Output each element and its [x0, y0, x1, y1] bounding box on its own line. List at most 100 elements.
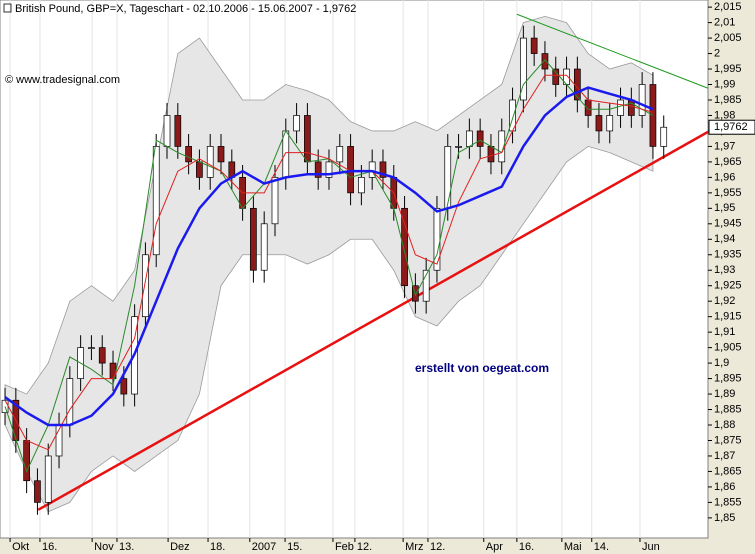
- plot-layer: [1, 0, 709, 538]
- x-tick-label: 15.: [287, 541, 302, 553]
- candle-body: [271, 177, 279, 225]
- x-tick-label: 18.: [210, 541, 225, 553]
- candle-body: [401, 207, 408, 287]
- candle-body: [358, 177, 365, 194]
- candle-body: [293, 115, 300, 132]
- y-tick-label: 1,935: [714, 249, 742, 261]
- candle-body: [336, 146, 344, 163]
- y-tick-label: 1,92: [714, 295, 735, 307]
- candle-body: [142, 254, 149, 318]
- candle-body: [444, 146, 452, 209]
- y-tick-label: 1,955: [714, 187, 742, 199]
- y-tick-label: 1,98: [714, 109, 735, 121]
- candle-body: [34, 480, 41, 503]
- candle-body: [282, 130, 290, 178]
- candle-body: [152, 146, 160, 256]
- y-tick-label: 1,94: [714, 233, 735, 245]
- candle-body: [584, 99, 592, 116]
- y-tick-label: 1,855: [714, 496, 742, 508]
- x-tick-label: 2007: [252, 541, 276, 553]
- candle-body: [163, 115, 171, 147]
- candle-body: [476, 130, 484, 147]
- y-tick-label: 1,99: [714, 78, 735, 90]
- candle-body: [98, 347, 106, 364]
- candle-body: [552, 68, 560, 85]
- candle-body: [541, 53, 549, 70]
- y-tick-label: 1,875: [714, 434, 742, 446]
- y-tick-label: 1,995: [714, 63, 742, 75]
- candle-body: [617, 99, 624, 116]
- candle-body: [433, 207, 441, 271]
- ma-line: [4, 74, 654, 451]
- y-tick-label: 1,925: [714, 280, 742, 292]
- chart-title: British Pound, GBP=X, Tageschart - 02.10…: [15, 3, 356, 15]
- y-tick-label: 1,9: [714, 357, 729, 369]
- candle-body: [23, 440, 30, 482]
- candle-body: [185, 146, 192, 163]
- x-tick-label: 16.: [42, 541, 57, 553]
- x-tick-label: Okt: [12, 541, 29, 553]
- y-tick-label: 1,915: [714, 311, 742, 323]
- x-tick-label: Apr: [486, 541, 503, 553]
- candle-body: [314, 161, 322, 178]
- x-tick-label: 12.: [430, 541, 445, 553]
- ma-line: [4, 86, 654, 427]
- candle-body: [638, 84, 646, 116]
- candle-body: [487, 146, 495, 163]
- x-tick-label: 14.: [594, 541, 609, 553]
- y-tick-label: 1,965: [714, 156, 742, 168]
- y-tick-label: 1,865: [714, 465, 742, 477]
- candle-body: [379, 161, 387, 178]
- candle-body: [595, 115, 603, 132]
- y-tick-label: 1,945: [714, 218, 742, 230]
- y-tick-label: 2,005: [714, 32, 742, 44]
- y-tick-label: 1,86: [714, 481, 735, 493]
- y-tick-label: 1,96: [714, 171, 735, 183]
- candle-body: [304, 115, 311, 163]
- candle-body: [660, 126, 668, 147]
- candle-body: [88, 347, 95, 349]
- x-tick-label: Mrz: [405, 541, 423, 553]
- y-tick-label: 1,895: [714, 372, 742, 384]
- y-tick-label: 2,015: [714, 1, 742, 13]
- x-tick-label: 12.: [357, 541, 372, 553]
- candle-body: [466, 130, 473, 147]
- y-tick-label: 1,905: [714, 342, 742, 354]
- candle-body: [627, 99, 635, 116]
- y-tick-label: 1,87: [714, 450, 735, 462]
- y-tick-label: 1,85: [714, 512, 735, 524]
- last-price-box: [708, 119, 755, 135]
- trend-line: [37, 130, 709, 511]
- credit: erstellt von oegeat.com: [415, 361, 549, 375]
- title-icon: [3, 3, 12, 13]
- candle-body: [217, 146, 225, 163]
- candle-body: [368, 161, 376, 178]
- x-tick-label: Feb: [335, 541, 354, 553]
- x-tick-label: Mai: [564, 541, 582, 553]
- candle-body: [260, 223, 268, 271]
- y-tick-label: 1,97: [714, 140, 735, 152]
- y-tick-label: 1,885: [714, 403, 742, 415]
- y-tick-label: 1,93: [714, 264, 735, 276]
- candle-body: [174, 115, 182, 147]
- candle-body: [606, 115, 614, 132]
- x-tick-label: Jun: [642, 541, 660, 553]
- y-tick-label: 1,89: [714, 388, 735, 400]
- x-tick-label: 13.: [119, 541, 134, 553]
- y-tick-label: 1,88: [714, 419, 735, 431]
- y-tick-label: 2: [714, 47, 720, 59]
- candle-body: [120, 378, 128, 395]
- candle-body: [422, 269, 430, 302]
- candle-body: [325, 161, 333, 178]
- candle-body: [44, 455, 52, 503]
- y-tick-label: 2,01: [714, 17, 735, 29]
- copyright: © www.tradesignal.com: [5, 74, 120, 86]
- y-tick-label: 1,91: [714, 326, 735, 338]
- candle-body: [530, 37, 538, 54]
- candle-body: [520, 37, 527, 101]
- x-tick-label: Nov: [94, 541, 114, 553]
- y-tick-label: 1,985: [714, 94, 742, 106]
- y-tick-label: 1,95: [714, 202, 735, 214]
- candle-body: [196, 161, 203, 178]
